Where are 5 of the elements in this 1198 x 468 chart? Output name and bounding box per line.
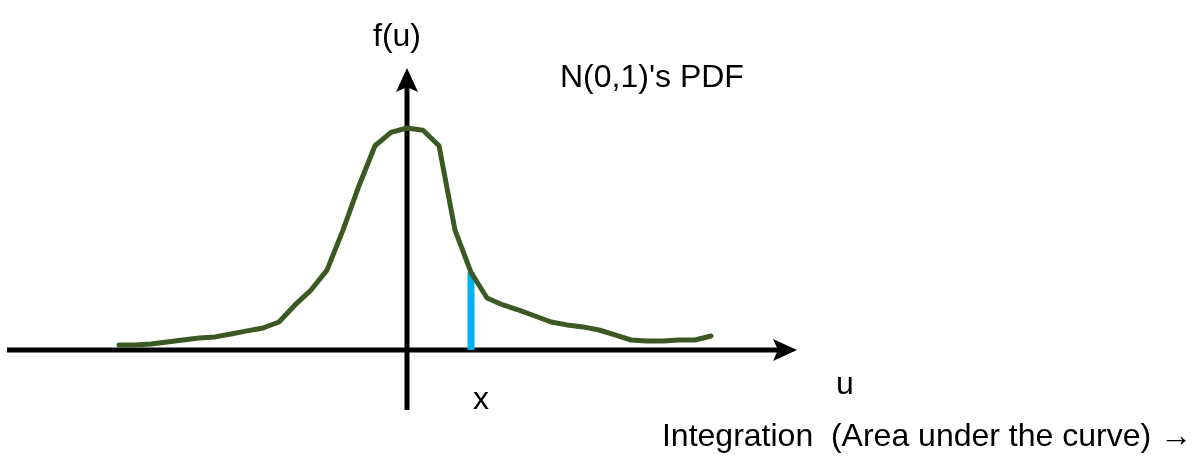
y-axis-title: f(u)	[373, 17, 421, 53]
text: x	[473, 380, 489, 416]
chart-title: N(0,1)'s PDF	[560, 58, 744, 94]
text: Integration (Area under the curve) →	[661, 417, 1192, 453]
x-axis-title: u	[836, 365, 854, 401]
